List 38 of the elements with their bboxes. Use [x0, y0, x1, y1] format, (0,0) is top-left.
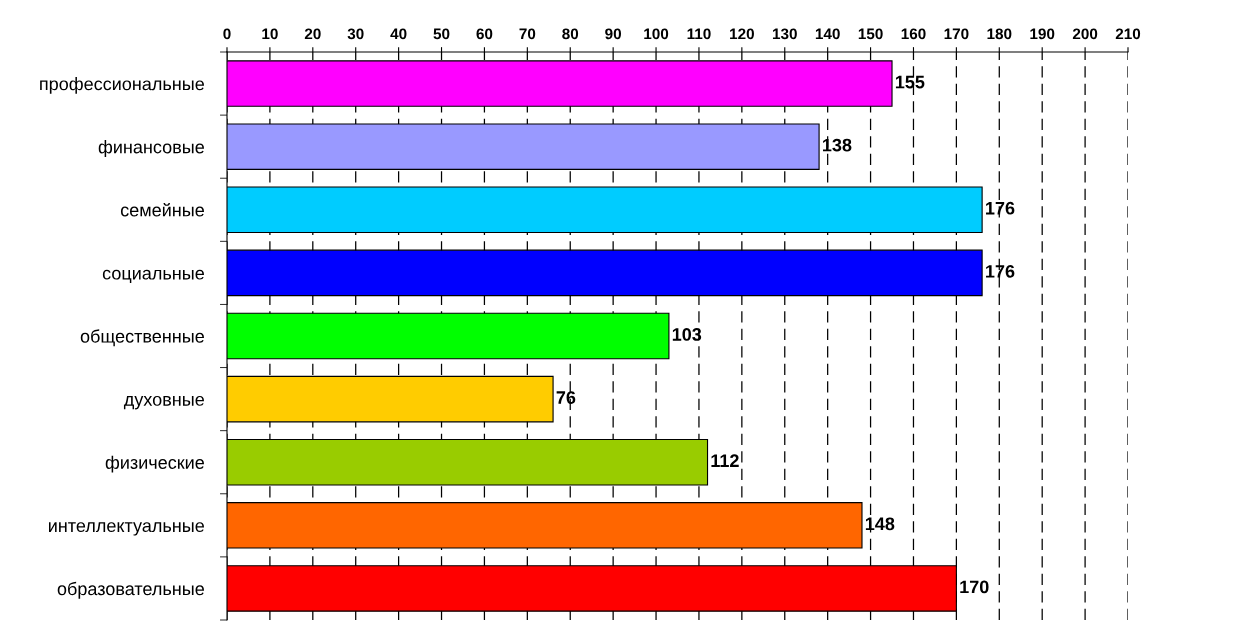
x-tick-label: 150 — [858, 28, 883, 40]
data-label: 176 — [986, 201, 1015, 215]
x-tick-label: 130 — [772, 28, 797, 40]
x-tick-label: 170 — [944, 28, 969, 40]
data-label: 176 — [986, 264, 1015, 278]
x-tick-label: 100 — [644, 28, 669, 40]
y-tick-label: профессиональные — [40, 77, 204, 94]
x-tick-label: 90 — [605, 28, 622, 40]
x-tick-label: 200 — [1072, 28, 1098, 40]
y-tick-label: финансовые — [98, 140, 204, 157]
data-label: 76 — [556, 391, 576, 404]
x-tick-label: 50 — [433, 28, 450, 40]
data-label: 138 — [823, 138, 852, 152]
x-tick-label: 140 — [815, 28, 840, 40]
x-tick-label: 20 — [304, 28, 321, 40]
y-tick-label: духовные — [123, 395, 204, 410]
x-tick-label: 190 — [1030, 28, 1055, 40]
x-tick-label: 0 — [223, 28, 231, 40]
x-tick-label: 70 — [519, 28, 536, 40]
y-tick-label: интеллектуальные — [49, 522, 204, 536]
x-tick-label: 110 — [687, 28, 711, 40]
y-tick-label: физические — [105, 455, 204, 473]
x-tick-label: 10 — [262, 28, 278, 40]
y-tick-label: семейные — [120, 202, 204, 217]
data-label: 155 — [895, 75, 925, 89]
x-tick-label: 210 — [1115, 28, 1141, 40]
x-tick-label: 80 — [562, 28, 579, 40]
data-label: 170 — [960, 580, 989, 594]
y-tick-label: социальные — [102, 269, 204, 284]
x-tick-label: 40 — [390, 28, 407, 40]
y-tick-label: общественные — [80, 329, 204, 347]
x-tick-label: 30 — [347, 28, 364, 40]
data-label: 112 — [711, 454, 739, 467]
x-tick-label: 60 — [476, 28, 493, 40]
x-tick-label: 180 — [987, 28, 1012, 40]
y-tick-label: образовательные — [57, 581, 204, 599]
x-tick-label: 120 — [730, 28, 754, 40]
x-tick-label: 160 — [901, 28, 926, 40]
